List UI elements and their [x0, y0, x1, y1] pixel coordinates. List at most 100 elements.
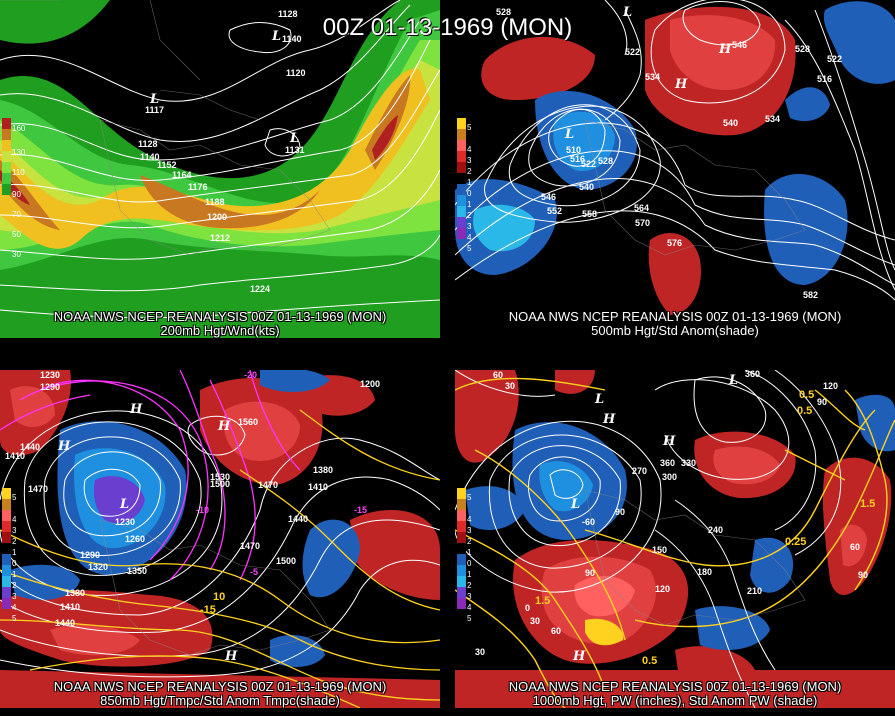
- legend-label: 160: [12, 124, 26, 133]
- legend-label: 3: [467, 222, 472, 231]
- svg-text:L: L: [271, 29, 281, 44]
- contour-label: 270: [632, 466, 647, 476]
- panel-caption-field: 500mb Hgt/Std Anom(shade): [591, 323, 759, 338]
- contour-label: 90: [858, 570, 868, 580]
- contour-label: -15: [200, 604, 216, 616]
- legend-label: 1: [12, 548, 17, 557]
- contour-label: 1320: [88, 562, 108, 572]
- map-850mb: 1230 1290 1410 1440 1470 1230 1260 1290 …: [0, 370, 440, 708]
- svg-text:H: H: [129, 402, 143, 417]
- legend-label: 2: [467, 537, 472, 546]
- contour-label: 90: [817, 397, 827, 407]
- contour-label: 576: [667, 238, 682, 248]
- contour-label: 180: [697, 567, 712, 577]
- legend-label: 2: [12, 537, 17, 546]
- contour-label: 1140: [282, 34, 302, 44]
- contour-label: 360: [745, 370, 760, 379]
- legend-label: 1: [467, 548, 472, 557]
- contour-label: 1164: [172, 170, 192, 180]
- contour-label: 516: [570, 154, 585, 164]
- contour-label: 0: [525, 603, 530, 613]
- legend-label: 5: [467, 493, 472, 502]
- contour-label: 1470: [258, 480, 278, 490]
- legend-label: 2: [12, 581, 17, 590]
- svg-text:H: H: [602, 412, 616, 427]
- contour-label: 1470: [240, 541, 260, 551]
- svg-text:H: H: [57, 439, 71, 454]
- contour-label: 1500: [210, 479, 230, 489]
- contour-label: 582: [803, 290, 818, 300]
- contour-label: 1500: [276, 556, 296, 566]
- contour-label: 1128: [138, 139, 158, 149]
- panel-caption-source: NOAA NWS NCEP REANALYSIS 00Z 01-13-1969 …: [508, 309, 842, 324]
- contour-label: 1440: [288, 514, 308, 524]
- legend-label: 5: [12, 493, 17, 502]
- contour-label: -15: [354, 505, 367, 515]
- contour-label: 1530: [210, 472, 230, 482]
- contour-label: 300: [662, 472, 677, 482]
- contour-label: 564: [634, 203, 649, 213]
- contour-label: 10: [213, 591, 225, 603]
- legend-label: 3: [467, 592, 472, 601]
- svg-text:L: L: [564, 127, 574, 142]
- svg-text:H: H: [217, 419, 231, 434]
- contour-label: 360: [660, 458, 675, 468]
- legend-label: 4: [467, 515, 472, 524]
- contour-label: 1410: [60, 602, 80, 612]
- legend-label: 70: [12, 210, 21, 219]
- contour-label: 120: [655, 584, 670, 594]
- legend-label: 4: [12, 603, 17, 612]
- contour-label: 1260: [125, 534, 145, 544]
- contour-label: 1200: [360, 379, 380, 389]
- contour-label: 570: [635, 218, 650, 228]
- contour-label: 1.5: [860, 498, 875, 510]
- map-500mb: 528 522 534 546 540 534 528 516 522 510 …: [455, 0, 895, 315]
- contour-label: 1440: [20, 442, 40, 452]
- legend-label: 5: [467, 244, 472, 253]
- contour-label: 1410: [308, 482, 328, 492]
- contour-label: 1230: [40, 370, 60, 380]
- contour-label: 1290: [40, 382, 60, 392]
- contour-label: 30: [505, 381, 515, 391]
- wind-legend: [2, 118, 11, 195]
- contour-label: 150: [652, 545, 667, 555]
- svg-text:L: L: [728, 373, 738, 388]
- contour-label: 0.5: [642, 655, 657, 667]
- contour-label: 0.5: [799, 389, 814, 401]
- anom-legend-pw: [457, 488, 466, 609]
- svg-text:H: H: [572, 649, 586, 664]
- svg-text:L: L: [149, 92, 159, 107]
- legend-label: 50: [12, 230, 21, 239]
- legend-label: 1: [467, 178, 472, 187]
- anom-legend-850: [2, 488, 11, 609]
- legend-label: 0: [12, 559, 17, 568]
- legend-label: 110: [12, 168, 25, 177]
- contour-label: 90: [615, 507, 625, 517]
- legend-label: 90: [12, 190, 21, 199]
- map-200mb: 1128 1140 1120 1117 1128 1140 1152 1164 …: [0, 0, 440, 338]
- contour-label: 60: [551, 626, 561, 636]
- panel-500mb-anom: 528 522 534 546 540 534 528 516 522 510 …: [455, 0, 895, 338]
- legend-label: 130: [12, 148, 26, 157]
- contour-label: 1120: [286, 68, 306, 78]
- contour-label: 210: [747, 586, 762, 596]
- svg-text:H: H: [674, 77, 688, 92]
- svg-text:H: H: [224, 649, 238, 664]
- contour-label: 528: [795, 44, 810, 54]
- contour-label: 240: [708, 525, 723, 535]
- contour-label: 1440: [55, 618, 75, 628]
- hgt1000-contour-labels: 360 120 90 60 30 -60 90 270 360 330 300 …: [475, 370, 875, 667]
- contour-label: 540: [579, 182, 594, 192]
- anom-legend-500: [457, 118, 466, 239]
- legend-label: 1: [467, 200, 472, 209]
- contour-label: 522: [625, 47, 640, 57]
- contour-label: 90: [585, 568, 595, 578]
- legend-label: 1: [12, 570, 17, 579]
- contour-label: 540: [723, 118, 738, 128]
- contour-label: 30: [530, 616, 540, 626]
- contour-label: 1470: [28, 484, 48, 494]
- contour-label: 1140: [140, 152, 160, 162]
- contour-label: -10: [196, 505, 209, 515]
- panel-caption-source: NOAA NWS NCEP REANALYSIS 00Z 01-13-1969 …: [508, 679, 842, 694]
- contour-label: 546: [732, 40, 747, 50]
